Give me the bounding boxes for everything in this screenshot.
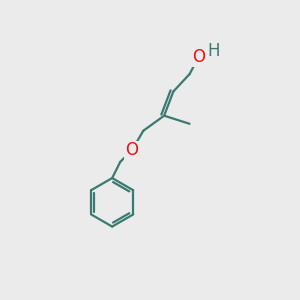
Text: H: H [208, 42, 220, 60]
Text: O: O [192, 48, 205, 66]
Text: O: O [125, 141, 138, 159]
